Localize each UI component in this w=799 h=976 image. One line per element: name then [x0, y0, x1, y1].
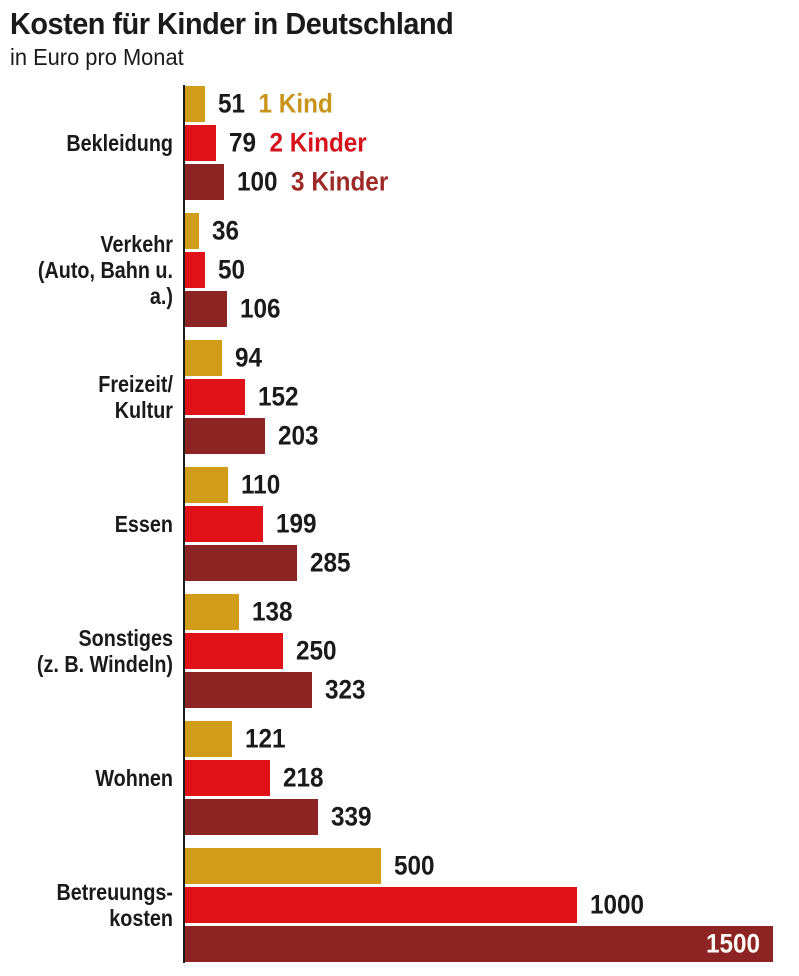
value-label: 285 [310, 547, 351, 578]
bar-2-kinder [185, 887, 577, 923]
legend-label-1-kind: 1 Kind [258, 88, 333, 119]
value-label: 100 [237, 166, 278, 197]
value-label-group: 79 2 Kinder [229, 128, 367, 159]
chart-title: Kosten für Kinder in Deutschland [10, 6, 454, 41]
bar-2-kinder [185, 633, 283, 669]
value-label-group: 110 [241, 470, 280, 501]
value-label: 1500 [705, 928, 760, 959]
value-label: 51 [218, 88, 246, 119]
value-label-group: 106 [240, 294, 281, 325]
value-label-group: 500 [394, 851, 435, 882]
value-label-group: 218 [283, 763, 324, 794]
legend-label-2-kinder: 2 Kinder [269, 127, 367, 158]
value-label: 250 [296, 635, 337, 666]
bar-1-kind [185, 848, 381, 884]
legend-label-3-kinder: 3 Kinder [291, 166, 389, 197]
category-label: Essen [114, 511, 173, 537]
value-label: 106 [240, 293, 281, 324]
value-label: 121 [245, 723, 286, 754]
category-label: Betreuungs- kosten [56, 879, 173, 931]
bar-1-kind [185, 721, 232, 757]
value-label-group: 36 [212, 216, 239, 247]
value-label-group: 339 [331, 802, 372, 833]
bar-2-kinder [185, 379, 245, 415]
bar-3-kinder [185, 164, 224, 200]
value-label: 138 [252, 596, 293, 627]
value-label: 50 [218, 254, 246, 285]
bar-3-kinder [185, 672, 312, 708]
value-label-group: 250 [296, 636, 337, 667]
value-label-group: 152 [258, 382, 299, 413]
value-label-group: 100 3 Kinder [237, 167, 388, 198]
value-label: 218 [283, 762, 324, 793]
category-label: Verkehr (Auto, Bahn u. a.) [37, 231, 173, 309]
value-label: 79 [229, 127, 257, 158]
bar-1-kind [185, 86, 205, 122]
bar-2-kinder [185, 506, 263, 542]
category-label: Wohnen [95, 765, 173, 791]
value-label: 500 [394, 850, 435, 881]
value-label-group: 94 [235, 343, 262, 374]
bar-2-kinder [185, 760, 270, 796]
bar-1-kind [185, 467, 228, 503]
bar-3-kinder [185, 545, 297, 581]
bar-3-kinder [185, 926, 773, 962]
value-label-group: 199 [276, 509, 317, 540]
bar-3-kinder [185, 291, 227, 327]
value-label: 199 [276, 508, 317, 539]
chart-subtitle: in Euro pro Monat [10, 44, 184, 70]
value-label: 1000 [590, 889, 645, 920]
category-label: Sonstiges (z. B. Windeln) [36, 625, 173, 677]
value-label: 36 [212, 215, 240, 246]
value-label-group: 1500 [706, 929, 760, 960]
category-label: Freizeit/ Kultur [98, 371, 173, 423]
value-label: 203 [278, 420, 319, 451]
value-label-group: 50 [218, 255, 245, 286]
bar-1-kind [185, 213, 199, 249]
value-label-group: 138 [252, 597, 293, 628]
value-label-group: 285 [310, 548, 351, 579]
value-label: 152 [258, 381, 299, 412]
bar-1-kind [185, 340, 222, 376]
axis-line [183, 85, 185, 963]
value-label: 110 [241, 469, 281, 500]
value-label-group: 323 [325, 675, 366, 706]
bar-2-kinder [185, 125, 216, 161]
value-label-group: 121 [245, 724, 286, 755]
bar-2-kinder [185, 252, 205, 288]
bar-1-kind [185, 594, 239, 630]
bar-3-kinder [185, 799, 318, 835]
bar-3-kinder [185, 418, 265, 454]
value-label-group: 203 [278, 421, 319, 452]
value-label-group: 51 1 Kind [218, 89, 333, 120]
value-label: 94 [235, 342, 263, 373]
category-label: Bekleidung [66, 130, 173, 156]
value-label: 339 [331, 801, 372, 832]
value-label: 323 [325, 674, 366, 705]
value-label-group: 1000 [590, 890, 644, 921]
